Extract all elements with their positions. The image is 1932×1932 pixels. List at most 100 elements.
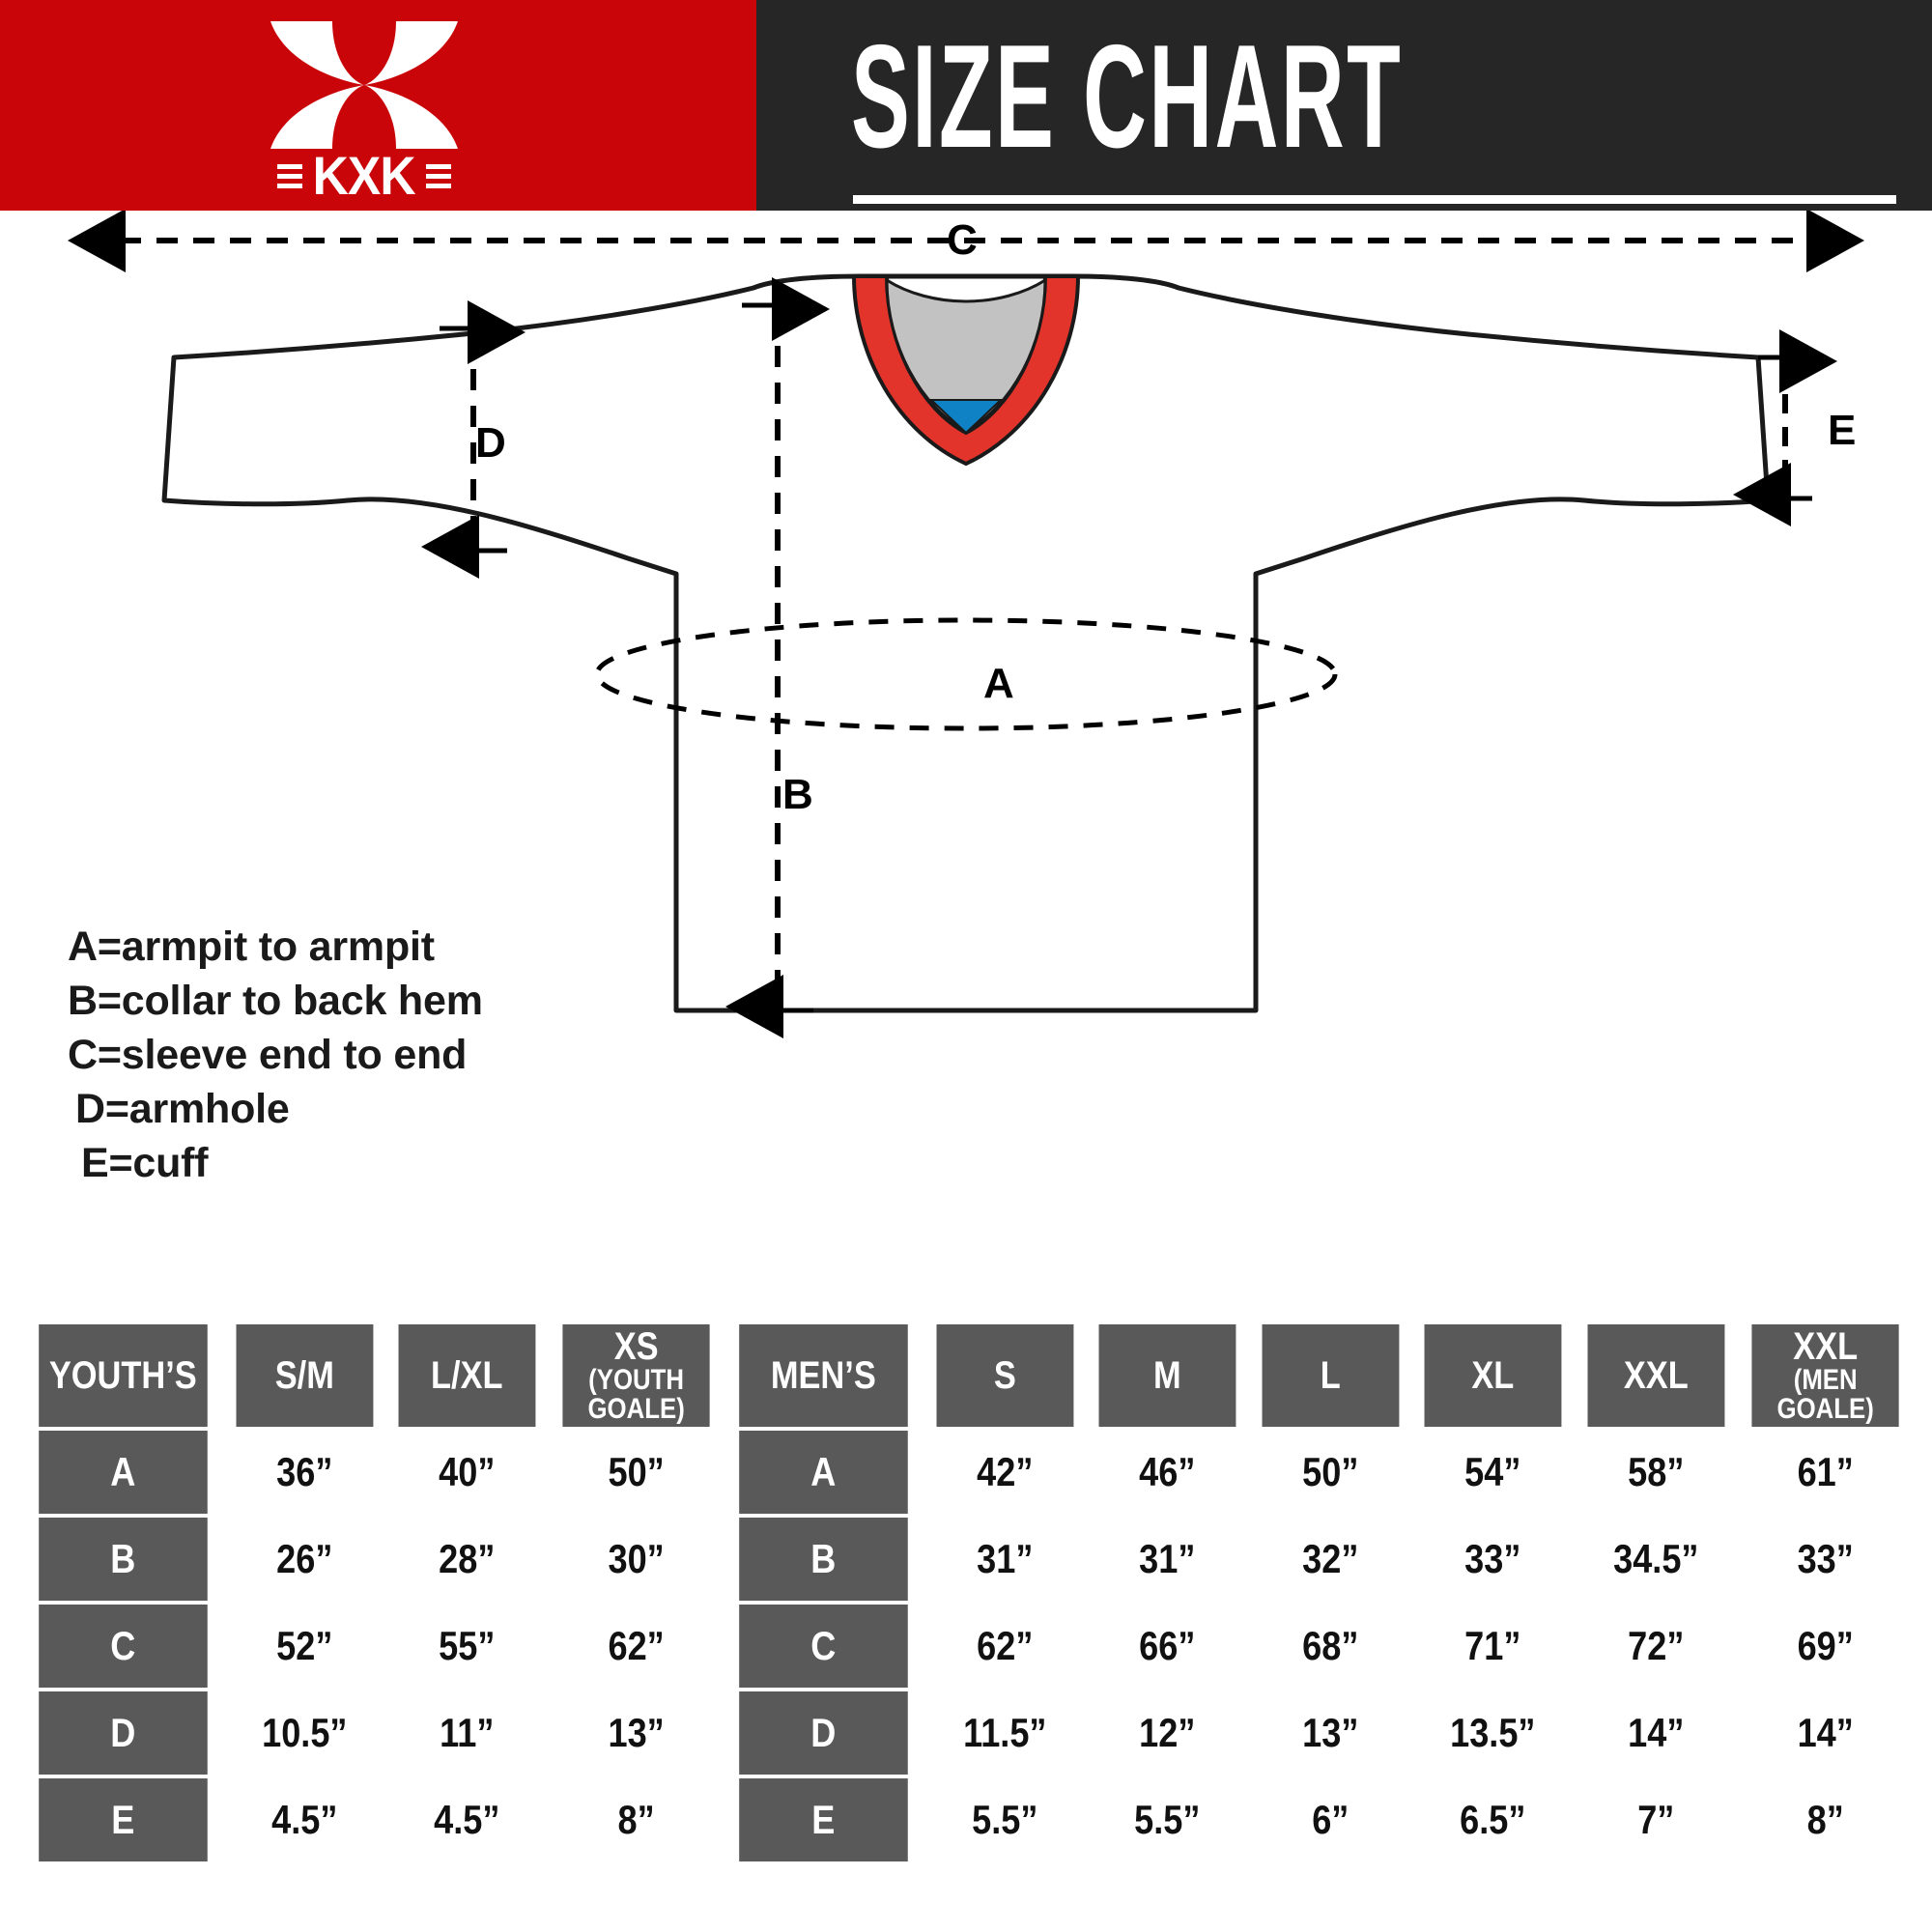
cell-A-youth-lxl: 40” (398, 1431, 536, 1514)
dimension-label-C: C (947, 216, 978, 264)
header-brand-panel: KXK (0, 0, 756, 211)
cell-B-mens-s: 31” (936, 1518, 1073, 1601)
table-row: B 26” 28” 30” B 31” 31” 32” 33” 34.5” 33… (25, 1518, 1911, 1601)
legend-line-A: A=armpit to armpit (68, 923, 435, 970)
cell-B-mens-xxl: 34.5” (1587, 1518, 1725, 1601)
collar-inner (885, 277, 1047, 433)
header-mens-xl-label: XL (1471, 1354, 1515, 1397)
dimension-label-B: B (782, 771, 813, 818)
cell-C-mens-m: 66” (1098, 1605, 1236, 1688)
header-mens-m-label: M (1153, 1354, 1181, 1397)
row-key-B-youth: B (39, 1518, 208, 1601)
cell-C-mens-l: 68” (1262, 1605, 1399, 1688)
header-mens-l-label: L (1320, 1354, 1341, 1397)
cell-D-mens-s: 11.5” (936, 1691, 1073, 1775)
measurement-legend: A=armpit to armpit B=collar to back hem … (68, 921, 483, 1190)
cell-D-youth-xs: 13” (562, 1691, 710, 1775)
kxk-hourglass-icon (270, 21, 458, 149)
collar-accent (928, 399, 1004, 435)
header-youth-xs-goale: XS (YOUTH GOALE) (562, 1324, 710, 1427)
cell-D-youth-sm: 10.5” (236, 1691, 373, 1775)
cell-E-mens-l: 6” (1262, 1778, 1399, 1861)
cell-B-mens-xl: 33” (1424, 1518, 1562, 1601)
brand-wordmark: KXK (263, 145, 466, 206)
cell-E-youth-lxl: 4.5” (398, 1778, 536, 1861)
cell-B-mens-goale: 33” (1751, 1518, 1899, 1601)
header-mens-goale-sub: (MEN GOALE) (1776, 1364, 1874, 1425)
cell-A-mens-goale: 61” (1751, 1431, 1899, 1514)
legend-line-C: C=sleeve end to end (68, 1031, 468, 1078)
cell-C-mens-goale: 69” (1751, 1605, 1899, 1688)
dimension-label-A: A (983, 660, 1014, 707)
header-youth-lxl-label: L/XL (431, 1354, 503, 1397)
header-youth-xs-sub: (YOUTH GOALE) (587, 1364, 685, 1425)
cell-A-mens-s: 42” (936, 1431, 1073, 1514)
cell-D-youth-lxl: 11” (398, 1691, 536, 1775)
brand-logo: KXK (263, 17, 466, 206)
page-title-block: SIZE CHART (851, 14, 1894, 179)
cell-E-mens-xl: 6.5” (1424, 1778, 1562, 1861)
cell-A-youth-sm: 36” (236, 1431, 373, 1514)
header-title-panel: SIZE CHART (756, 0, 1932, 211)
cell-A-youth-xs: 50” (562, 1431, 710, 1514)
header-mens-xl: XL (1424, 1324, 1562, 1427)
cell-C-mens-xxl: 72” (1587, 1605, 1725, 1688)
cell-E-mens-goale: 8” (1751, 1778, 1899, 1861)
row-key-A-mens: A (739, 1431, 908, 1514)
table-row: A 36” 40” 50” A 42” 46” 50” 54” 58” 61” (25, 1431, 1911, 1514)
header-mens-xxl-goale: XXL (MEN GOALE) (1751, 1324, 1899, 1427)
header-youth-sm-label: S/M (274, 1354, 334, 1397)
wordmark-text: KXK (312, 145, 416, 206)
row-key-D-mens: D (739, 1691, 908, 1775)
cell-B-youth-sm: 26” (236, 1518, 373, 1601)
cell-B-mens-m: 31” (1098, 1518, 1236, 1601)
jersey-outline (161, 273, 1771, 1013)
header-youth-lxl: L/XL (398, 1324, 536, 1427)
table-row: E 4.5” 4.5” 8” E 5.5” 5.5” 6” 6.5” 7” 8” (25, 1778, 1911, 1861)
cell-A-mens-l: 50” (1262, 1431, 1399, 1514)
header-mens-xxl: XXL (1587, 1324, 1725, 1427)
dimension-ellipse-A (594, 617, 1338, 731)
wordmark-right-bars (425, 163, 451, 188)
cell-D-mens-xxl: 14” (1587, 1691, 1725, 1775)
row-key-A-youth: A (39, 1431, 208, 1514)
cell-C-mens-s: 62” (936, 1605, 1073, 1688)
table-row: C 52” 55” 62” C 62” 66” 68” 71” 72” 69” (25, 1605, 1911, 1688)
header-mens-s-label: S (993, 1354, 1016, 1397)
header-youth-sm: S/M (236, 1324, 373, 1427)
jersey-technical-drawing (68, 209, 1864, 1038)
legend-line-E: E=cuff (81, 1139, 209, 1186)
cell-A-mens-xxl: 58” (1587, 1431, 1725, 1514)
cell-D-mens-goale: 14” (1751, 1691, 1899, 1775)
cell-E-youth-sm: 4.5” (236, 1778, 373, 1861)
cell-A-mens-xl: 54” (1424, 1431, 1562, 1514)
size-chart-table: YOUTH’S S/M L/XL XS (YOUTH GOALE) MEN’S … (21, 1321, 1915, 1865)
cell-E-mens-xxl: 7” (1587, 1778, 1725, 1861)
cell-D-mens-xl: 13.5” (1424, 1691, 1562, 1775)
header-youth-xs-label: XS (613, 1325, 659, 1368)
header-mens-s: S (936, 1324, 1073, 1427)
header-mens: MEN’S (739, 1324, 908, 1427)
size-table-wrapper: YOUTH’S S/M L/XL XS (YOUTH GOALE) MEN’S … (21, 1321, 1915, 1865)
header-mens-m: M (1098, 1324, 1236, 1427)
page-header: KXK SIZE CHART (0, 0, 1932, 211)
cell-C-mens-xl: 71” (1424, 1605, 1562, 1688)
row-key-E-mens: E (739, 1778, 908, 1861)
legend-line-D: D=armhole (75, 1085, 290, 1132)
row-key-C-youth: C (39, 1605, 208, 1688)
dimension-label-E: E (1828, 407, 1857, 454)
page-title: SIZE CHART (851, 14, 1404, 179)
jersey-diagram: C A B D E A=armpit to armpit B=collar to… (0, 209, 1932, 1302)
table-row: D 10.5” 11” 13” D 11.5” 12” 13” 13.5” 14… (25, 1691, 1911, 1775)
cell-E-mens-s: 5.5” (936, 1778, 1073, 1861)
header-mens-goale-label: XXL (1792, 1325, 1858, 1368)
cell-E-youth-xs: 8” (562, 1778, 710, 1861)
table-header-row: YOUTH’S S/M L/XL XS (YOUTH GOALE) MEN’S … (25, 1324, 1911, 1427)
cell-C-youth-xs: 62” (562, 1605, 710, 1688)
legend-line-B: B=collar to back hem (68, 977, 483, 1024)
header-mens-l: L (1262, 1324, 1399, 1427)
cell-D-mens-m: 12” (1098, 1691, 1236, 1775)
cell-E-mens-m: 5.5” (1098, 1778, 1236, 1861)
cell-C-youth-lxl: 55” (398, 1605, 536, 1688)
cell-B-mens-l: 32” (1262, 1518, 1399, 1601)
